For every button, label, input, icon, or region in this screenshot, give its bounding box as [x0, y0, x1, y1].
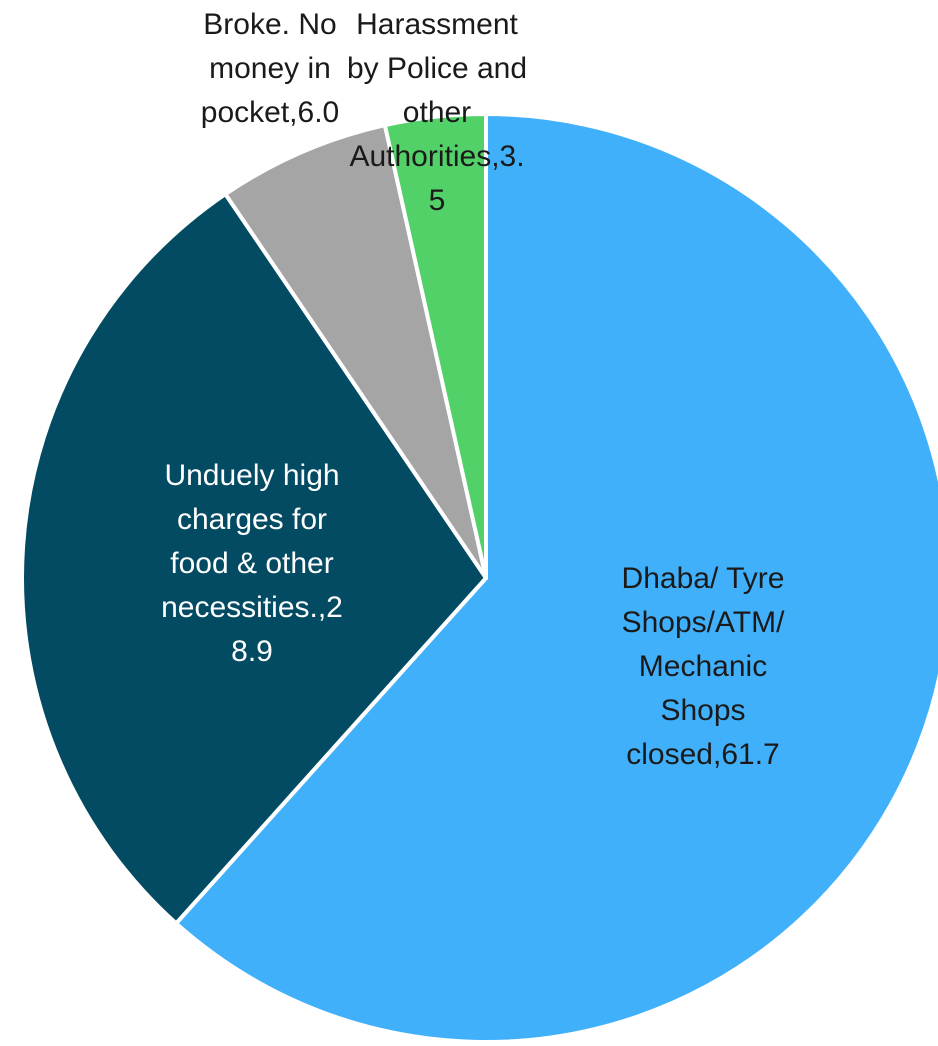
pie-slice-4	[382, 112, 488, 580]
pie-labels: Dhaba/ Tyre Shops/ATM/Mechanic Shops closed…	[161, 8, 785, 771]
pie-slices	[20, 112, 938, 1044]
pie-slice-label-2: Unduely high charges for food & other neces…	[161, 459, 343, 668]
pie-slice-label-4: Harassment by Police and other Authorities,…	[347, 8, 527, 217]
pie-slice-label-1: Dhaba/ Tyre Shops/ATM/Mechanic Shops closed…	[622, 562, 786, 771]
pie-slice-1	[174, 112, 938, 1044]
pie-slice-3	[223, 123, 488, 580]
pie-slice-2	[20, 192, 488, 926]
pie-slice-label-3: Broke. No money in pocket,6.0	[201, 8, 339, 129]
